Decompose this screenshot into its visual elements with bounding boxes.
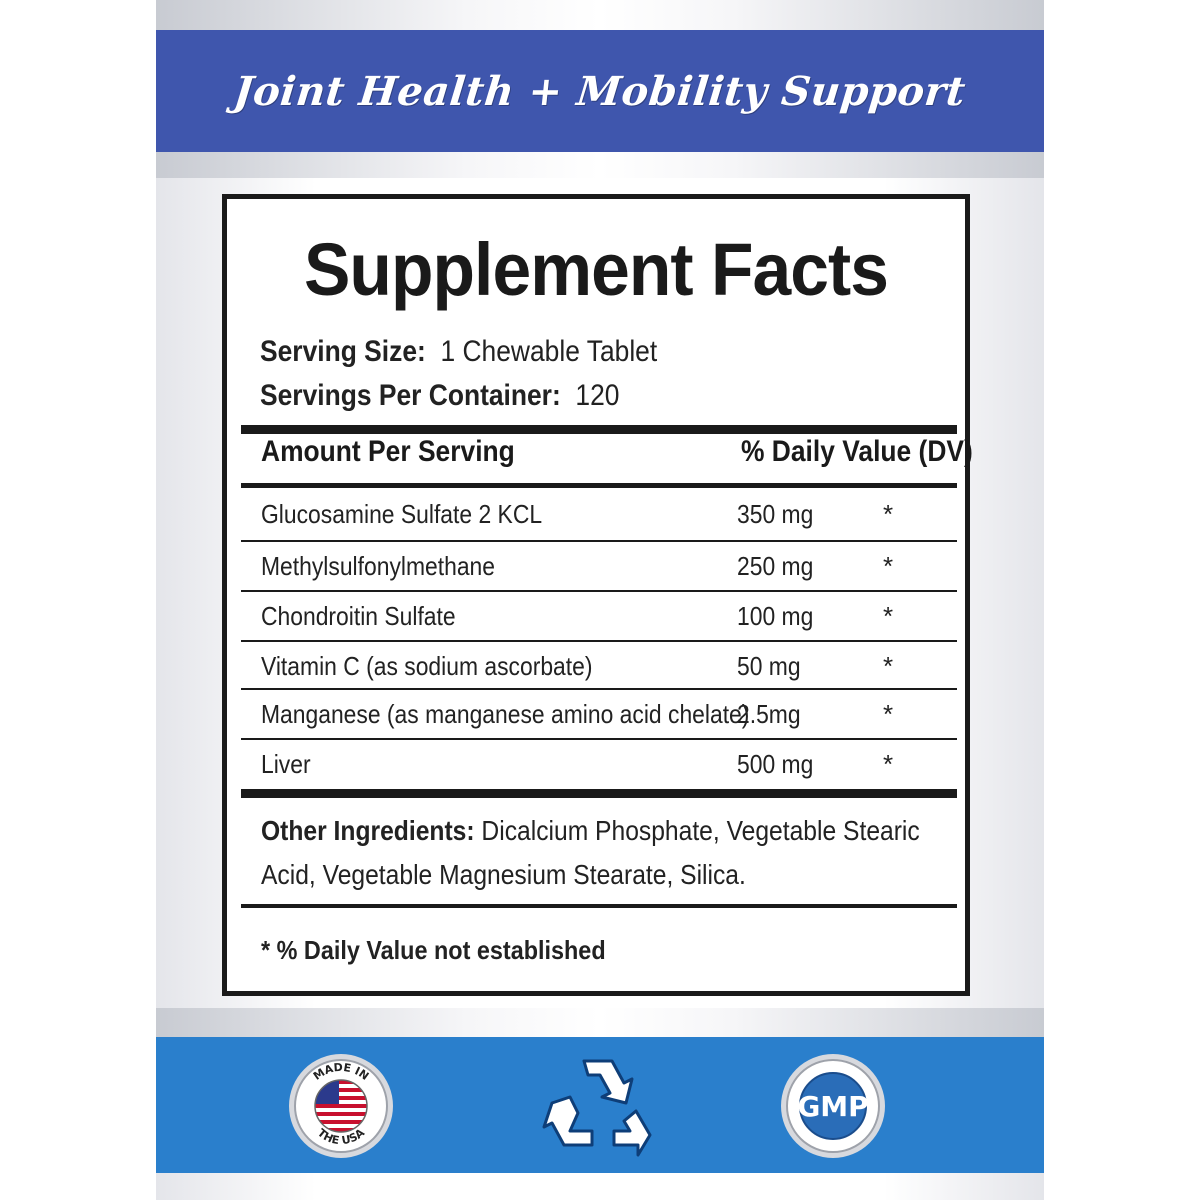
made-in-usa-badge-icon: MADE IN THE USA xyxy=(289,1054,393,1158)
other-ingredients-text: Dicalcium Phosphate, Vegetable Stearic A… xyxy=(261,815,920,890)
servings-per-container-label: Servings Per Container: xyxy=(260,379,561,412)
ingredient-daily-value: * xyxy=(883,499,894,529)
silver-stripe-top xyxy=(156,0,1044,30)
serving-size-value: 1 Chewable Tablet xyxy=(440,335,658,368)
ingredient-row: Methylsulfonylmethane 250 mg * xyxy=(241,542,957,592)
svg-text:THE USA: THE USA xyxy=(315,1126,367,1147)
made-in-text: MADE IN xyxy=(311,1061,371,1083)
ingredient-row: Liver 500 mg * xyxy=(241,740,957,790)
servings-per-container: Servings Per Container: 120 xyxy=(260,379,619,413)
gmp-badge-icon: GMP xyxy=(781,1054,885,1158)
other-ingredients-label: Other Ingredients: xyxy=(261,815,475,846)
other-ingredients: Other Ingredients: Dicalcium Phosphate, … xyxy=(261,809,956,897)
ingredient-amount: 2.5mg xyxy=(737,699,801,729)
ingredient-row: Chondroitin Sulfate 100 mg * xyxy=(241,592,957,642)
ingredient-name: Glucosamine Sulfate 2 KCL xyxy=(261,499,543,529)
serving-size: Serving Size: 1 Chewable Tablet xyxy=(260,335,657,369)
ingredient-row: Manganese (as manganese amino acid chela… xyxy=(241,690,957,740)
ingredient-name: Vitamin C (as sodium ascorbate) xyxy=(261,651,593,681)
facts-title: Supplement Facts xyxy=(303,228,889,311)
supplement-facts-panel: Supplement Facts Serving Size: 1 Chewabl… xyxy=(222,194,973,996)
banner-title: Joint Health + Mobility Support xyxy=(231,67,969,115)
footnote: * % Daily Value not established xyxy=(261,935,606,965)
top-banner: Joint Health + Mobility Support xyxy=(156,30,1044,152)
ingredient-amount: 350 mg xyxy=(737,499,814,529)
divider-header xyxy=(241,483,957,488)
bottom-banner: MADE IN THE USA xyxy=(156,1037,1044,1173)
silver-stripe-mid xyxy=(156,152,1044,178)
header-daily-value: % Daily Value (DV) xyxy=(741,435,973,468)
ingredient-daily-value: * xyxy=(883,749,894,779)
ingredient-daily-value: * xyxy=(883,651,894,681)
ingredient-amount: 100 mg xyxy=(737,601,814,631)
servings-per-container-value: 120 xyxy=(575,379,620,412)
ingredient-name: Liver xyxy=(261,749,311,779)
ingredient-daily-value: * xyxy=(883,551,894,581)
ingredient-row: Vitamin C (as sodium ascorbate) 50 mg * xyxy=(241,642,957,690)
serving-size-label: Serving Size: xyxy=(260,335,426,368)
divider-footnote xyxy=(241,904,957,908)
gmp-text: GMP xyxy=(797,1090,868,1123)
silver-stripe-lower xyxy=(156,1008,1044,1037)
ingredient-daily-value: * xyxy=(883,601,894,631)
ingredient-name: Methylsulfonylmethane xyxy=(261,551,496,581)
the-usa-text: THE USA xyxy=(315,1126,367,1147)
ingredient-amount: 50 mg xyxy=(737,651,801,681)
ingredient-name: Manganese (as manganese amino acid chela… xyxy=(261,699,750,729)
svg-text:MADE IN: MADE IN xyxy=(311,1061,371,1083)
ingredient-name: Chondroitin Sulfate xyxy=(261,601,456,631)
ingredient-daily-value: * xyxy=(883,699,894,729)
ingredient-row: Glucosamine Sulfate 2 KCL 350 mg * xyxy=(241,490,957,542)
divider-thick-bottom xyxy=(241,789,957,798)
divider-thick xyxy=(241,425,957,434)
ingredient-amount: 500 mg xyxy=(737,749,814,779)
header-amount: Amount Per Serving xyxy=(261,435,515,468)
recycle-icon xyxy=(542,1059,652,1157)
ingredient-amount: 250 mg xyxy=(737,551,814,581)
